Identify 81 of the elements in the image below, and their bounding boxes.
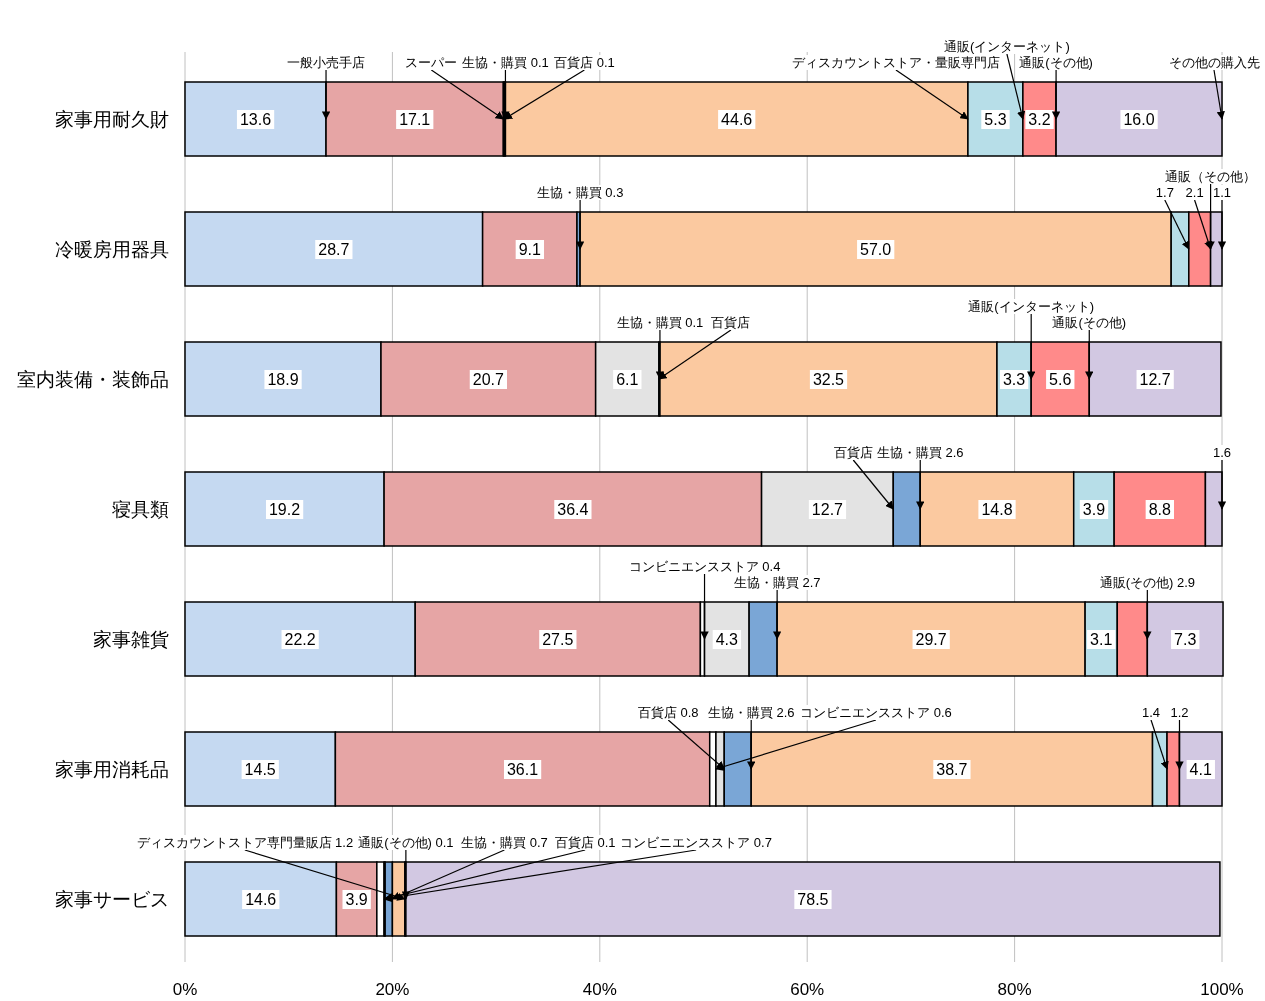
data-label: 14.6 bbox=[245, 891, 277, 908]
y-tick-label: 家事用耐久財 bbox=[55, 109, 169, 130]
data-label: 3.9 bbox=[345, 891, 368, 908]
annotation: 一般小売手店 bbox=[287, 55, 366, 70]
annotation: 百貨店 bbox=[833, 445, 873, 460]
annotation: コンビニエンスストア 0.7 bbox=[620, 835, 772, 850]
data-label: 32.5 bbox=[812, 371, 845, 388]
annotation: 生協・購買 0.1 bbox=[616, 315, 704, 330]
y-tick-label: 寝具類 bbox=[112, 499, 169, 520]
data-label: 3.1 bbox=[1090, 631, 1113, 648]
annotation: 1.2 bbox=[1170, 705, 1189, 720]
annotation: 通販(その他) 2.9 bbox=[1099, 575, 1196, 590]
annotation: 1.1 bbox=[1212, 185, 1232, 200]
annotation: ディスカウントストア専門量販店 1.2 bbox=[136, 835, 354, 850]
x-tick-label: 80% bbox=[997, 980, 1032, 999]
annotation: 2.1 bbox=[1185, 185, 1204, 200]
annotation: 通販(その他) 0.1 bbox=[358, 835, 454, 850]
annotation: 百貨店 0.1 bbox=[554, 835, 616, 850]
data-label: 27.5 bbox=[542, 631, 574, 648]
data-label: 14.8 bbox=[981, 501, 1013, 518]
x-tick-label: 20% bbox=[375, 980, 410, 999]
data-label: 3.2 bbox=[1028, 111, 1051, 128]
annotation: 生協・購買 2.7 bbox=[733, 575, 821, 590]
y-tick-label: 家事用消耗品 bbox=[55, 759, 169, 780]
data-label: 57.0 bbox=[860, 241, 892, 258]
annotation: コンビニエンスストア 0.4 bbox=[628, 559, 781, 574]
data-label: 12.7 bbox=[1139, 371, 1171, 388]
annotation: ディスカウントストア・量販専門店 bbox=[791, 55, 1000, 70]
data-label: 7.3 bbox=[1174, 631, 1197, 648]
x-tick-label: 60% bbox=[790, 980, 825, 999]
data-label: 18.9 bbox=[267, 371, 299, 388]
data-label: 19.2 bbox=[268, 501, 301, 518]
data-label: 36.1 bbox=[506, 761, 539, 778]
x-tick-label: 0% bbox=[172, 980, 198, 999]
x-tick-label: 100% bbox=[1200, 980, 1244, 999]
data-label: 22.2 bbox=[284, 631, 316, 648]
annotation: 1.4 bbox=[1142, 705, 1161, 720]
data-label: 6.1 bbox=[616, 371, 639, 388]
annotation: 通販(その他) bbox=[1019, 55, 1093, 70]
data-label: 9.1 bbox=[518, 241, 542, 258]
data-label: 28.7 bbox=[318, 241, 350, 258]
annotation: 生協・購買 0.7 bbox=[461, 835, 548, 850]
annotation: 通販（その他） bbox=[1165, 169, 1257, 184]
data-label: 44.6 bbox=[721, 111, 753, 128]
data-label: 36.4 bbox=[557, 501, 589, 518]
data-label: 14.5 bbox=[244, 761, 276, 778]
data-label: 13.6 bbox=[239, 111, 272, 128]
annotation: 百貨店 0.8 bbox=[637, 705, 699, 720]
data-label: 29.7 bbox=[915, 631, 947, 648]
data-label: 8.8 bbox=[1148, 501, 1171, 518]
data-label: 5.6 bbox=[1049, 371, 1072, 388]
data-label: 4.3 bbox=[715, 631, 739, 648]
data-label: 20.7 bbox=[472, 371, 504, 388]
data-label: 12.7 bbox=[811, 501, 844, 518]
annotation: コンビニエンスストア 0.6 bbox=[800, 705, 952, 720]
annotation: 通販(その他) bbox=[1052, 315, 1127, 330]
annotation: 通販(インターネット) bbox=[968, 299, 1095, 314]
y-tick-label: 室内装備・装飾品 bbox=[17, 369, 169, 390]
annotation: 1.6 bbox=[1212, 445, 1232, 460]
annotation: 通販(インターネット) bbox=[944, 39, 1070, 54]
data-label: 38.7 bbox=[936, 761, 968, 778]
data-label: 78.5 bbox=[797, 891, 829, 908]
data-label: 17.1 bbox=[399, 111, 431, 128]
y-tick-label: 冷暖房用器具 bbox=[55, 239, 169, 260]
data-label: 5.3 bbox=[984, 111, 1007, 128]
data-label: 4.1 bbox=[1189, 761, 1212, 778]
annotation: 1.7 bbox=[1155, 185, 1174, 200]
annotation: 百貨店 bbox=[711, 315, 751, 330]
annotation: その他の購入先 bbox=[1168, 55, 1260, 70]
annotation: 生協・購買 0.3 bbox=[536, 185, 624, 200]
annotation: スーパー bbox=[405, 55, 458, 70]
annotation: 生協・購買 0.1 bbox=[462, 55, 549, 70]
annotation: 百貨店 0.1 bbox=[554, 55, 615, 70]
y-tick-label: 家事雑貨 bbox=[93, 629, 169, 650]
annotation: 生協・購買 2.6 bbox=[707, 705, 795, 720]
data-label: 3.9 bbox=[1082, 501, 1106, 518]
data-label: 16.0 bbox=[1123, 111, 1155, 128]
data-label: 3.3 bbox=[1002, 371, 1026, 388]
x-tick-label: 40% bbox=[582, 980, 617, 999]
annotation: 生協・購買 2.6 bbox=[876, 445, 964, 460]
y-tick-label: 家事サービス bbox=[55, 889, 169, 910]
